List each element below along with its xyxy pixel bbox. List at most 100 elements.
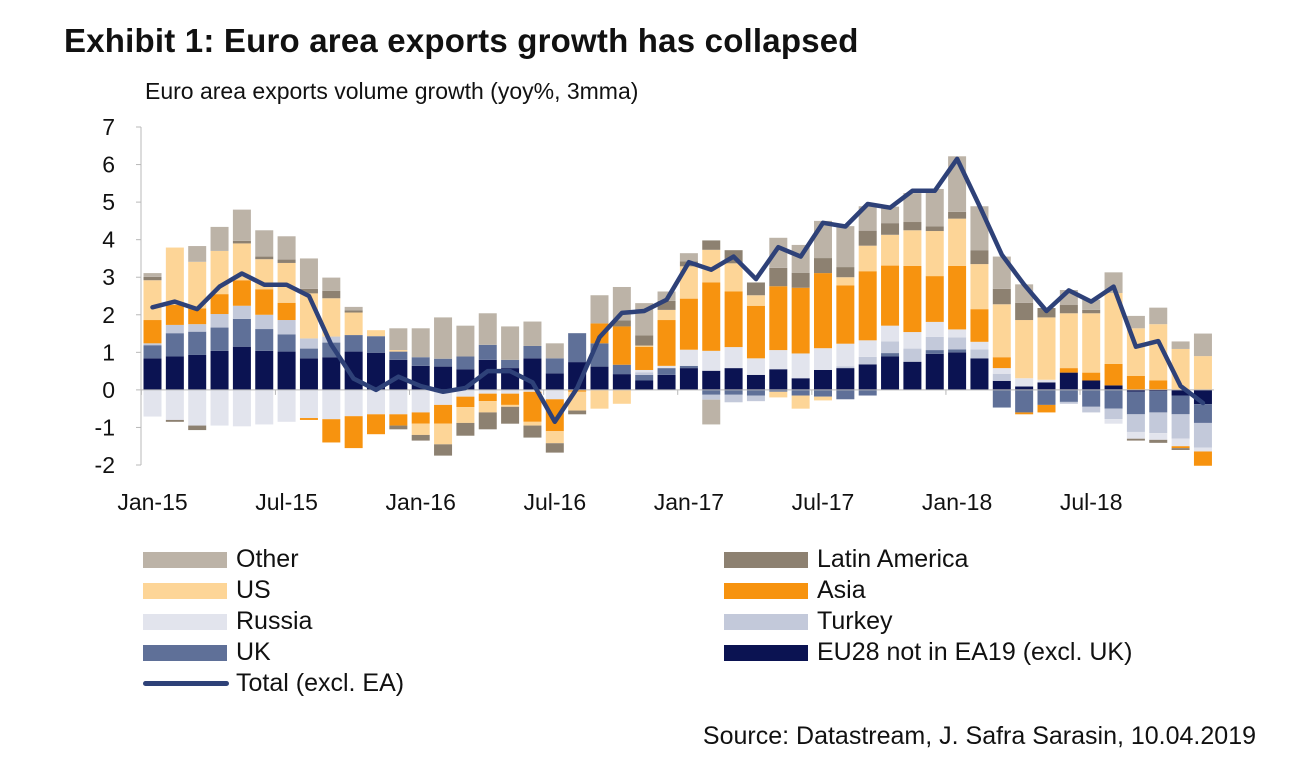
bar-segment-other: [903, 193, 922, 223]
bar-segment-eu28-not-in-ea19-excl-uk: [1059, 372, 1078, 390]
bar-segment-us: [992, 304, 1011, 358]
bar-segment-eu28-not-in-ea19-excl-uk: [612, 374, 631, 390]
bar-segment-asia: [992, 357, 1011, 369]
bar-segment-eu28-not-in-ea19-excl-uk: [545, 373, 564, 390]
bar-segment-latin-america: [769, 267, 788, 287]
bar-segment-eu28-not-in-ea19-excl-uk: [1171, 389, 1190, 396]
bar-segment-asia: [814, 273, 832, 349]
legend-item: US: [143, 576, 271, 605]
bar-segment-latin-america: [1082, 309, 1101, 314]
bar-segment-us: [143, 280, 162, 321]
bar-segment-eu28-not-in-ea19-excl-uk: [702, 370, 721, 390]
bar-segment-eu28-not-in-ea19-excl-uk: [255, 350, 274, 390]
bar-segment-uk: [1037, 389, 1056, 405]
bar-segment-other: [970, 206, 989, 251]
bar-segment-asia: [657, 320, 676, 366]
bar-segment-russia: [545, 389, 564, 400]
bar-segment-eu28-not-in-ea19-excl-uk: [232, 346, 251, 390]
bar-segment-other: [992, 256, 1011, 289]
bar-segment-asia: [925, 276, 944, 322]
bar-segment-asia: [299, 418, 318, 420]
bar-segment-uk: [657, 368, 676, 375]
legend-line-swatch: [143, 681, 229, 686]
bar-segment-russia: [344, 389, 363, 417]
bar-segment-russia: [1149, 433, 1168, 440]
bar-segment-other: [188, 246, 207, 262]
bar-segment-uk: [746, 389, 765, 396]
bar-segment-eu28-not-in-ea19-excl-uk: [948, 352, 967, 390]
bar-segment-uk: [1015, 389, 1034, 413]
bar-segment-russia: [657, 365, 676, 369]
bar-segment-us: [411, 423, 430, 435]
bar-segment-russia: [210, 389, 229, 426]
bar-segment-asia: [545, 399, 564, 432]
bar-segment-uk: [389, 351, 408, 360]
bar-segment-latin-america: [389, 425, 408, 430]
bar-segment-turkey: [299, 338, 318, 349]
bar-segment-us: [545, 431, 564, 444]
y-tick-label: 3: [102, 264, 115, 290]
bar-segment-asia: [188, 308, 207, 325]
bar-segment-uk: [232, 318, 251, 347]
bar-segment-uk: [501, 359, 520, 369]
bar-segment-us: [434, 423, 453, 445]
bar-segment-eu28-not-in-ea19-excl-uk: [679, 368, 698, 390]
bar-segment-eu28-not-in-ea19-excl-uk: [1037, 382, 1056, 390]
bar-segment-asia: [679, 298, 698, 350]
bar-segment-russia: [992, 368, 1011, 374]
bar-segment-us: [1082, 313, 1101, 373]
bar-segment-eu28-not-in-ea19-excl-uk: [970, 358, 989, 390]
bar-segment-us: [679, 266, 698, 299]
chart-title: Exhibit 1: Euro area exports growth has …: [64, 22, 859, 59]
bar-segment-eu28-not-in-ea19-excl-uk: [143, 358, 162, 390]
bar-segment-russia: [948, 329, 967, 338]
bar-segment-us: [903, 230, 922, 266]
bar-segment-eu28-not-in-ea19-excl-uk: [590, 366, 609, 390]
bar-segment-asia: [590, 323, 609, 344]
bar-segment-us: [501, 404, 520, 407]
bar-segment-turkey: [1171, 414, 1190, 439]
bar-segment-uk: [635, 374, 654, 381]
bar-segment-us: [478, 401, 497, 413]
bar-segment-russia: [791, 353, 810, 379]
bar-segment-asia: [746, 305, 765, 359]
bar-segment-us: [1037, 317, 1056, 380]
bar-segment-latin-america: [903, 222, 922, 231]
legend-item: Total (excl. EA): [143, 669, 404, 698]
bar-segment-other: [702, 399, 721, 425]
bar-segment-us: [1104, 292, 1123, 364]
bar-segment-asia: [367, 414, 385, 435]
bar-segment-turkey: [143, 343, 162, 346]
legend-swatch: [724, 644, 808, 661]
bar-segment-uk: [299, 348, 318, 359]
bar-segment-turkey: [836, 366, 855, 369]
bar-segment-asia: [232, 280, 251, 306]
bar-segment-latin-america: [925, 226, 944, 232]
bar-segment-russia: [143, 389, 162, 417]
source-note: Source: Datastream, J. Safra Sarasin, 10…: [702, 722, 1256, 750]
bar-segment-other: [322, 277, 341, 291]
bar-segment-uk: [769, 389, 788, 392]
bar-segment-russia: [277, 389, 296, 422]
bar-segment-latin-america: [992, 288, 1011, 305]
legend-label: UK: [236, 638, 271, 666]
bar-segment-turkey: [232, 305, 251, 319]
bar-segment-us: [590, 389, 609, 409]
bar-segment-russia: [836, 343, 855, 367]
bar-segment-asia: [1171, 446, 1190, 449]
bar-segment-asia: [769, 286, 788, 351]
bar-segment-eu28-not-in-ea19-excl-uk: [1082, 380, 1101, 390]
bar-segment-eu28-not-in-ea19-excl-uk: [724, 368, 743, 390]
bar-segment-uk: [1082, 389, 1101, 407]
bar-segment-turkey: [903, 348, 922, 362]
bar-segment-uk: [925, 350, 944, 354]
bar-segment-other: [1126, 315, 1145, 329]
bar-segment-eu28-not-in-ea19-excl-uk: [434, 366, 453, 390]
bar-segment-asia: [322, 419, 341, 443]
bar-segment-uk: [612, 364, 631, 375]
bar-segment-russia: [232, 389, 251, 427]
bar-segment-asia: [210, 294, 229, 315]
bar-segment-turkey: [635, 372, 654, 375]
bar-segment-turkey: [277, 320, 296, 335]
bar-segment-russia: [411, 389, 430, 413]
